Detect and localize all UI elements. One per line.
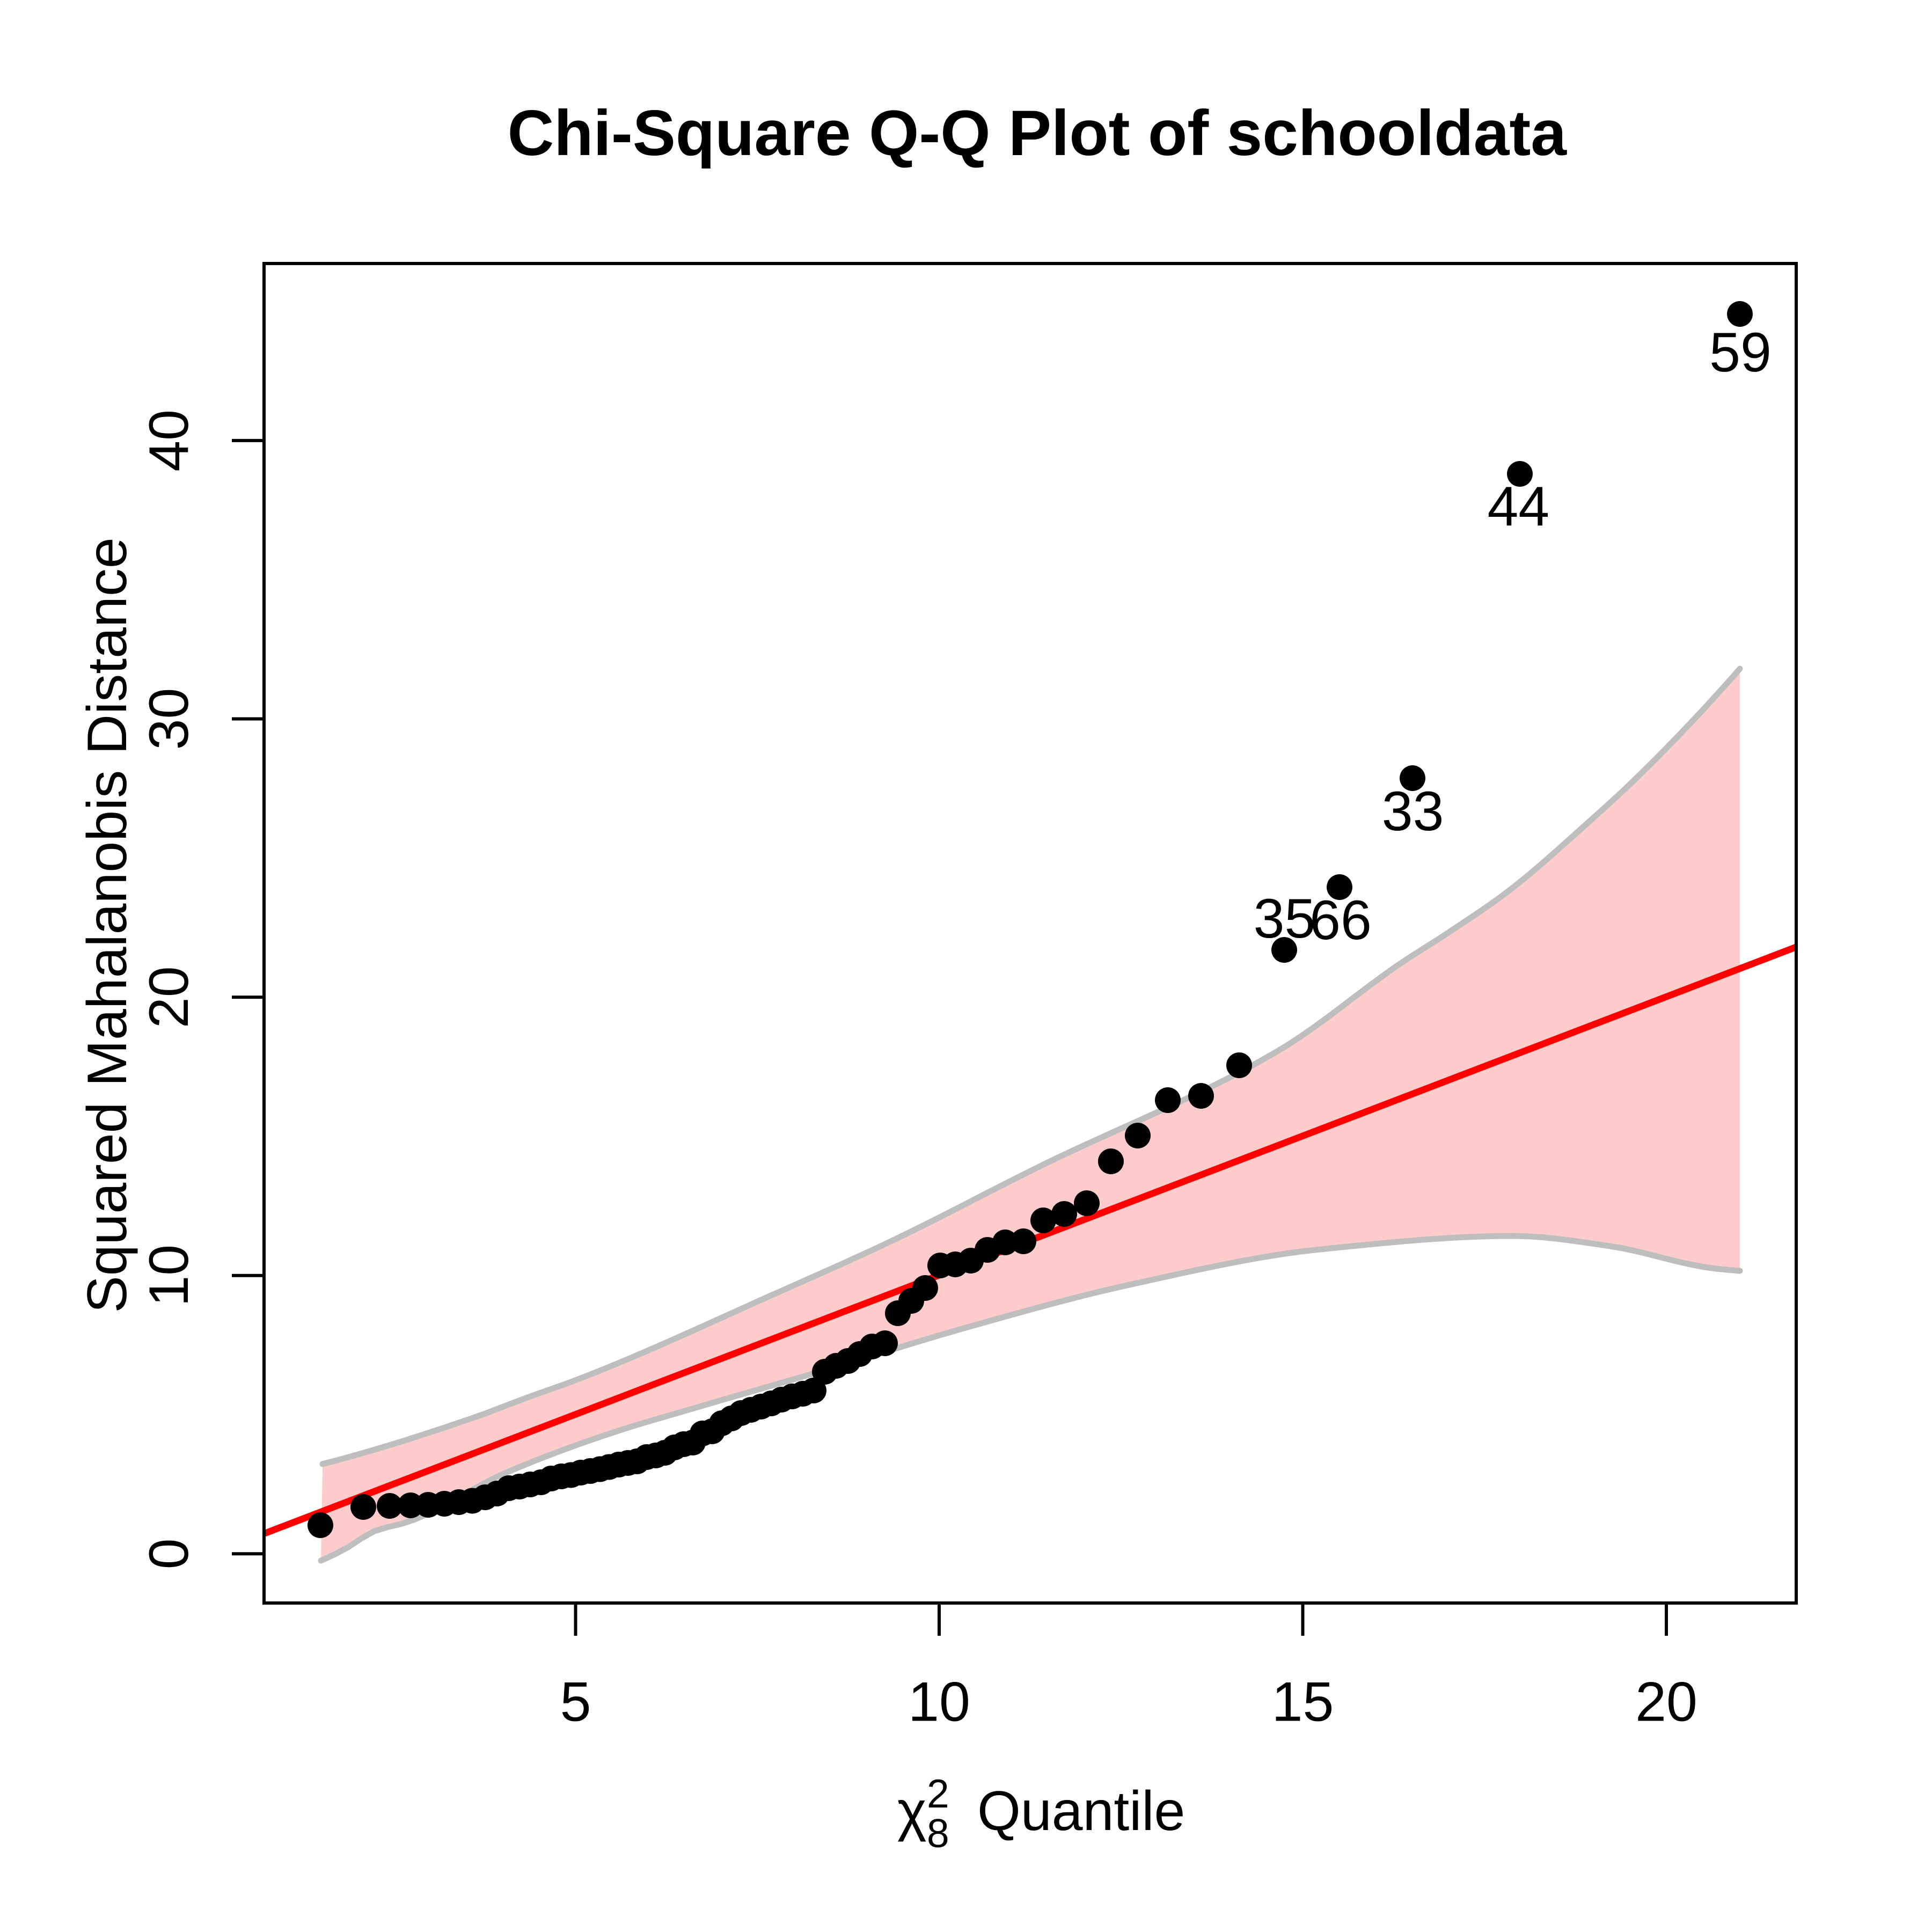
svg-text:Chi-Square Q-Q Plot of schoold: Chi-Square Q-Q Plot of schooldata: [508, 97, 1568, 169]
svg-text:Squared Mahalanobis Distance: Squared Mahalanobis Distance: [76, 537, 138, 1313]
svg-text:20: 20: [1635, 1671, 1697, 1733]
svg-text:35: 35: [1254, 888, 1316, 950]
svg-text:10: 10: [908, 1671, 970, 1733]
svg-text:40: 40: [138, 409, 200, 472]
svg-text:66: 66: [1309, 889, 1372, 952]
svg-text:15: 15: [1272, 1671, 1334, 1733]
svg-text:10: 10: [138, 1245, 200, 1307]
svg-text:0: 0: [138, 1538, 200, 1569]
svg-text:20: 20: [138, 966, 200, 1028]
svg-text:30: 30: [138, 688, 200, 750]
svg-text:5: 5: [560, 1671, 591, 1733]
svg-text:59: 59: [1709, 321, 1772, 384]
svg-text:44: 44: [1487, 475, 1549, 538]
svg-text:33: 33: [1382, 780, 1444, 843]
